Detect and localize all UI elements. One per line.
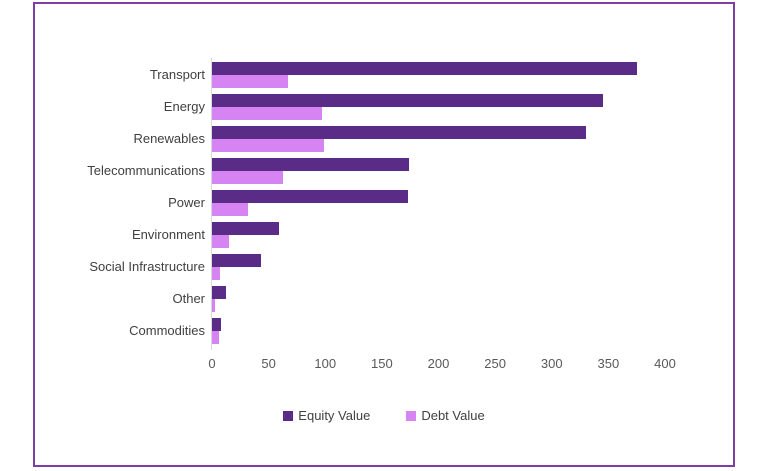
bar-equity-value-environment [212,222,279,235]
x-axis-tick-labels: 0 50 100 150 200 250 300 350 400 [208,356,675,374]
bars-group-telecommunications [212,158,665,184]
category-row-renewables: Renewables [35,126,733,152]
category-row-telecommunications: Telecommunications [35,158,733,184]
bars-group-commodities [212,318,665,344]
bars-group-social-infrastructure [212,254,665,280]
x-tick-label-0: 0 [208,356,216,371]
bar-equity-value-other [212,286,226,299]
category-label-social-infrastructure: Social Infrastructure [89,259,205,274]
x-tick-label-100: 100 [314,356,337,371]
category-row-transport: Transport [35,62,733,88]
bar-debt-value-social-infrastructure [212,267,220,280]
x-tick-label-350: 350 [597,356,620,371]
category-row-social-infrastructure: Social Infrastructure [35,254,733,280]
bar-equity-value-energy [212,94,603,107]
bars-group-environment [212,222,665,248]
legend-label-debt-value: Debt Value [421,408,485,423]
legend-item-debt-value: Debt Value [406,408,485,423]
bar-equity-value-telecommunications [212,158,410,171]
category-label-commodities: Commodities [129,323,205,338]
bar-equity-value-renewables [212,126,586,139]
bar-debt-value-other [212,299,216,312]
legend: Equity Value Debt Value [35,408,733,423]
category-row-power: Power [35,190,733,216]
category-label-energy: Energy [163,99,205,114]
bar-debt-value-commodities [212,331,219,344]
x-tick-label-400: 400 [654,356,676,371]
bar-equity-value-social-infrastructure [212,254,261,267]
bar-debt-value-environment [212,235,229,248]
category-label-transport: Transport [149,67,205,82]
legend-label-equity-value: Equity Value [298,408,371,423]
plot-area: Transport Energy Renewables Telecommunicati… [35,62,733,350]
bar-equity-value-transport [212,62,637,75]
legend-swatch-debt-value [406,410,417,421]
bar-equity-value-commodities [212,318,222,331]
bar-debt-value-renewables [212,139,325,152]
bar-debt-value-energy [212,107,322,120]
x-tick-label-300: 300 [540,356,563,371]
bar-equity-value-power [212,190,408,203]
x-tick-label-250: 250 [484,356,506,371]
category-label-power: Power [168,195,205,210]
bars-group-transport [212,62,665,88]
category-label-renewables: Renewables [133,131,205,146]
category-label-other: Other [172,291,205,306]
category-label-environment: Environment [132,227,205,242]
bars-group-energy [212,94,665,120]
x-tick-label-150: 150 [371,356,393,371]
legend-item-equity-value: Equity Value [283,408,370,423]
legend-swatch-equity-value [283,410,294,421]
x-tick-label-200: 200 [427,356,450,371]
chart-frame: Transport Energy Renewables Telecommunicati… [33,2,735,467]
y-axis-line [211,58,212,350]
category-row-commodities: Commodities [35,318,733,344]
bars-group-power [212,190,665,216]
bars-group-other [212,286,665,312]
category-label-telecommunications: Telecommunications [87,163,205,178]
bar-debt-value-telecommunications [212,171,284,184]
bar-debt-value-transport [212,75,288,88]
bar-debt-value-power [212,203,249,216]
x-tick-label-50: 50 [261,356,276,371]
bars-group-renewables [212,126,665,152]
category-row-energy: Energy [35,94,733,120]
category-row-other: Other [35,286,733,312]
category-row-environment: Environment [35,222,733,248]
